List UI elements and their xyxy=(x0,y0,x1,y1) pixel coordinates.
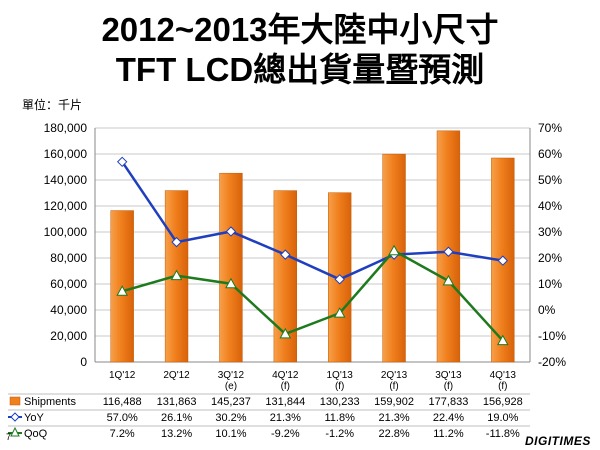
yoy-data-label: 11.8% xyxy=(325,412,356,424)
yoy-data-label: 21.3% xyxy=(378,412,409,424)
category-sublabel: (e) xyxy=(225,381,237,392)
shipments-data-label: 156,928 xyxy=(483,396,523,408)
shipments-data-label: 131,863 xyxy=(157,396,197,408)
right-axis-tick-label: -20% xyxy=(538,355,566,369)
category-sublabel: (f) xyxy=(389,381,398,392)
shipments-data-label: 177,833 xyxy=(429,396,469,408)
yoy-point xyxy=(225,226,237,237)
category-sublabel: (f) xyxy=(444,381,453,392)
yoy-line xyxy=(121,161,504,281)
page-number: 7 xyxy=(6,432,12,442)
shipments-bar xyxy=(273,190,297,363)
qoq-point xyxy=(333,307,346,318)
category-label: 4Q'13 xyxy=(490,370,517,381)
shipments-legend-label: Shipments xyxy=(24,396,76,408)
unit-label: 單位：千片 xyxy=(22,98,83,112)
category-label: 2Q'13 xyxy=(381,370,408,381)
shipments-legend-key xyxy=(9,396,21,406)
digitimes-logo: DIGITIMES xyxy=(525,434,591,448)
right-axis-tick-label: 20% xyxy=(538,251,562,265)
qoq-legend-label: QoQ xyxy=(24,428,48,440)
yoy-point xyxy=(443,246,454,257)
left-axis-tick-label: 20,000 xyxy=(50,329,87,343)
qoq-legend-marker xyxy=(10,426,20,437)
qoq-data-label: -11.8% xyxy=(486,428,520,440)
yoy-legend-marker xyxy=(10,412,20,422)
qoq-point xyxy=(279,327,292,339)
qoq-data-label: -9.2% xyxy=(271,428,300,440)
yoy-point xyxy=(497,255,509,266)
right-axis-tick-label: 40% xyxy=(538,199,562,213)
qoq-data-label: 11.2% xyxy=(433,428,464,440)
qoq-point xyxy=(442,274,455,286)
left-axis-tick-label: 80,000 xyxy=(50,251,87,265)
qoq-data-label: -1.2% xyxy=(325,428,354,440)
shipments-data-label: 145,237 xyxy=(211,396,251,408)
qoq-data-label: 7.2% xyxy=(110,428,135,440)
shipments-bar xyxy=(219,172,243,363)
left-axis-tick-label: 180,000 xyxy=(44,121,88,135)
category-sublabel: (f) xyxy=(335,381,344,392)
right-axis-tick-label: 70% xyxy=(538,121,562,135)
yoy-data-label: 26.1% xyxy=(161,412,192,424)
left-axis-tick-label: 100,000 xyxy=(44,225,88,239)
category-sublabel: (f) xyxy=(281,381,290,392)
left-axis-tick-label: 60,000 xyxy=(50,277,87,291)
right-axis-tick-label: 50% xyxy=(538,173,562,187)
chart-title-line-1: 2012~2013年大陸中小尺寸 xyxy=(101,11,499,48)
qoq-point xyxy=(388,244,400,256)
right-axis-tick-label: 60% xyxy=(538,147,562,161)
qoq-line xyxy=(121,249,504,342)
yoy-data-label: 19.0% xyxy=(487,412,518,424)
right-axis-tick-label: 30% xyxy=(538,225,562,239)
shipments-data-label: 116,488 xyxy=(103,396,142,408)
qoq-point xyxy=(170,269,183,281)
left-axis-tick-label: 40,000 xyxy=(50,303,87,317)
right-axis-tick-label: 10% xyxy=(538,277,562,291)
qoq-data-label: 10.1% xyxy=(215,428,246,440)
category-label: 2Q'12 xyxy=(163,370,190,381)
qoq-point xyxy=(116,285,129,296)
yoy-data-label: 57.0% xyxy=(107,412,138,424)
category-label: 3Q'12 xyxy=(218,370,245,381)
yoy-legend-label: YoY xyxy=(24,412,44,424)
right-axis-tick-label: -10% xyxy=(538,329,566,343)
category-label: 3Q'13 xyxy=(435,370,462,381)
chart-title-line-2: TFT LCD總出貨量暨預測 xyxy=(115,51,485,88)
qoq-data-label: 22.8% xyxy=(378,428,409,440)
left-axis-tick-label: 120,000 xyxy=(44,199,88,213)
category-label: 1Q'12 xyxy=(109,370,136,381)
category-sublabel: (f) xyxy=(498,381,507,392)
yoy-data-label: 30.2% xyxy=(215,412,246,424)
shipments-data-label: 159,902 xyxy=(374,396,414,408)
left-axis-tick-label: 0 xyxy=(80,355,87,369)
qoq-point xyxy=(496,334,509,346)
yoy-data-label: 22.4% xyxy=(433,412,464,424)
left-axis-tick-label: 160,000 xyxy=(44,147,88,161)
category-label: 4Q'12 xyxy=(272,370,299,381)
qoq-data-label: 13.2% xyxy=(161,428,192,440)
shipments-data-label: 131,844 xyxy=(265,396,305,408)
qoq-point xyxy=(225,277,237,289)
yoy-point xyxy=(280,249,291,260)
left-axis-tick-label: 140,000 xyxy=(44,173,88,187)
shipments-bar xyxy=(436,130,461,363)
shipments-data-label: 130,233 xyxy=(320,396,360,408)
category-label: 1Q'13 xyxy=(327,370,354,381)
yoy-point xyxy=(116,156,128,168)
yoy-point xyxy=(171,236,182,248)
yoy-data-label: 21.3% xyxy=(270,412,301,424)
yoy-point xyxy=(334,274,345,285)
right-axis-tick-label: 0% xyxy=(538,303,556,317)
